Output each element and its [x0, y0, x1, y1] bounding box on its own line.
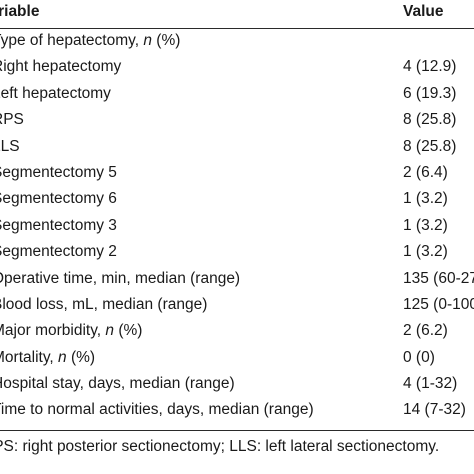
row-variable: Type of hepatectomy, n (%)	[0, 32, 180, 50]
row-value: 4 (12.9)	[403, 58, 457, 76]
table-footnote: RPS: right posterior sectionectomy; LLS:…	[0, 438, 440, 455]
row-variable: Segmentectomy 5	[0, 164, 117, 182]
table-row: RPS 8 (25.8)	[0, 108, 474, 134]
table-bottom-rule	[0, 430, 474, 431]
row-variable: Blood loss, mL, median (range)	[0, 296, 207, 314]
table-row: Right hepatectomy 4 (12.9)	[0, 55, 474, 81]
row-variable-suffix: (%)	[114, 322, 143, 340]
table-header: Variable Value	[0, 0, 474, 29]
row-value: 2 (6.2)	[403, 322, 448, 340]
row-value: 8 (25.8)	[403, 111, 457, 129]
row-variable-text: Type of hepatectomy,	[0, 32, 144, 49]
row-variable: LLS	[0, 138, 20, 156]
row-variable-text: Mortality,	[0, 348, 54, 366]
row-variable: Mortality, n (%)	[0, 349, 95, 367]
row-variable-suffix: (%)	[151, 32, 181, 49]
table-row: Type of hepatectomy, n (%)	[0, 29, 474, 55]
table-row: Segmentectomy 2 1 (3.2)	[0, 240, 474, 266]
row-value: 6 (19.3)	[403, 84, 457, 102]
row-variable: Left hepatectomy	[0, 85, 111, 103]
row-variable: Segmentectomy 3	[0, 217, 117, 235]
row-variable: Hospital stay, days, median (range)	[0, 375, 235, 393]
row-variable-text: LLS	[0, 137, 20, 155]
table-row: Major morbidity, n (%) 2 (6.2)	[0, 319, 474, 345]
row-variable-text: Hospital stay, days, median (range)	[0, 375, 235, 393]
row-variable-text: RPS	[0, 111, 24, 129]
table-row: Blood loss, mL, median (range) 125 (0-100…	[0, 293, 474, 319]
row-variable-suffix: (%)	[66, 348, 96, 366]
row-variable-italic: n	[105, 322, 115, 340]
row-variable-text: Right hepatectomy	[0, 58, 122, 76]
table-row: Segmentectomy 5 2 (6.4)	[0, 161, 474, 187]
row-value: 0 (0)	[403, 348, 435, 366]
row-value: 4 (1-32)	[403, 375, 458, 393]
row-value: 8 (25.8)	[403, 137, 457, 155]
row-value: 1 (3.2)	[403, 216, 448, 234]
row-variable-italic: n	[58, 348, 67, 366]
row-variable: Segmentectomy 6	[0, 190, 117, 208]
row-variable-text: Operative time, min, median (range)	[0, 269, 241, 287]
row-value: 2 (6.4)	[403, 163, 448, 181]
row-value: 135 (60-270)	[403, 269, 474, 287]
row-variable: Operative time, min, median (range)	[0, 270, 240, 288]
row-variable: RPS	[0, 111, 24, 129]
table-row: Segmentectomy 3 1 (3.2)	[0, 214, 474, 240]
row-variable-text: Left hepatectomy	[0, 84, 111, 102]
table-row: Segmentectomy 6 1 (3.2)	[0, 187, 474, 213]
header-value: Value	[403, 3, 444, 20]
row-variable: Time to normal activities, days, median …	[0, 401, 314, 419]
row-variable-text: Segmentectomy 6	[0, 190, 117, 208]
row-value: 14 (7-32)	[403, 401, 466, 419]
table-row: Mortality, n (%) 0 (0)	[0, 346, 474, 372]
row-variable-text: Segmentectomy 2	[0, 243, 117, 261]
row-variable: Major morbidity, n (%)	[0, 322, 142, 340]
table-row: Operative time, min, median (range) 135 (…	[0, 267, 474, 293]
table-body: Type of hepatectomy, n (%) Right hepatect…	[0, 29, 474, 425]
table-row: Left hepatectomy 6 (19.3)	[0, 82, 474, 108]
table-row: Time to normal activities, days, median …	[0, 398, 474, 424]
row-variable-text: Segmentectomy 5	[0, 163, 117, 181]
table-row: LLS 8 (25.8)	[0, 135, 474, 161]
row-variable-text: Segmentectomy 3	[0, 216, 117, 234]
row-variable-italic: n	[143, 32, 152, 49]
header-variable: Variable	[0, 3, 40, 20]
row-variable: Right hepatectomy	[0, 58, 121, 76]
row-variable-text: Blood loss, mL, median (range)	[0, 295, 208, 313]
row-variable: Segmentectomy 2	[0, 243, 117, 261]
row-variable-text: Time to normal activities, days, median …	[0, 401, 314, 419]
row-value: 125 (0-1000)	[403, 295, 474, 313]
table-row: Hospital stay, days, median (range) 4 (1-…	[0, 372, 474, 398]
row-variable-text: Major morbidity,	[0, 322, 106, 340]
row-value: 1 (3.2)	[403, 190, 448, 208]
row-value: 1 (3.2)	[403, 243, 448, 261]
